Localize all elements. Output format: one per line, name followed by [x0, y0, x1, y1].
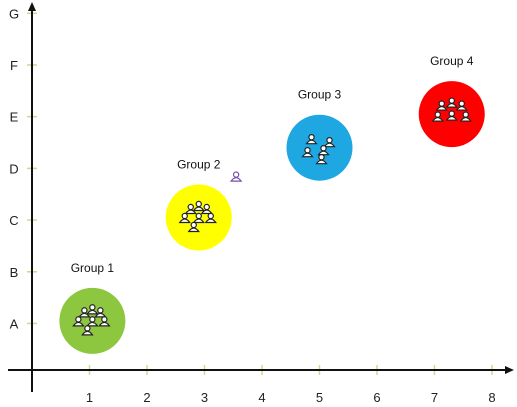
group-markers: Group 1 Group 2 Group 3 Group 4: [59, 54, 485, 354]
group-marker: Group 2: [165, 157, 232, 251]
single-person-marker: [229, 171, 243, 182]
group-marker: Group 4: [418, 54, 485, 148]
person-icon: [455, 100, 468, 111]
person-icon: [459, 111, 472, 122]
y-tick-label: C: [9, 213, 18, 228]
person-icon: [301, 146, 314, 158]
x-tick-label: 2: [143, 390, 150, 405]
person-icon: [192, 212, 205, 224]
y-tick-label: F: [10, 58, 18, 73]
person-icon: [81, 325, 94, 336]
person-icon: [445, 97, 458, 108]
group-label: Group 4: [430, 54, 474, 68]
group-label: Group 3: [298, 88, 342, 102]
group-marker: Group 1: [59, 261, 126, 354]
person-icon: [178, 212, 191, 224]
y-axis-arrowhead: [28, 2, 36, 11]
person-icon: [435, 100, 448, 111]
y-tick-label: D: [9, 161, 18, 176]
person-icon: [204, 212, 217, 224]
group-marker: Group 3: [286, 88, 353, 181]
x-tick-label: 5: [316, 390, 323, 405]
x-tick-labels: 1 2 3 4 5 6 7 8: [86, 390, 496, 405]
x-axis-arrowhead: [505, 366, 514, 374]
person-icon: [86, 316, 99, 327]
person-icon: [72, 316, 85, 327]
y-tick-labels: A B C D E F G: [9, 6, 19, 331]
person-icon: [445, 110, 458, 121]
group-label: Group 2: [177, 157, 221, 171]
person-icon: [78, 307, 91, 318]
person-icon: [86, 304, 99, 315]
person-icon: [305, 133, 318, 145]
x-tick-label: 4: [258, 390, 265, 405]
person-icon: [187, 221, 200, 233]
y-tick-label: A: [10, 316, 19, 331]
person-icon: [323, 136, 336, 148]
person-icon: [317, 144, 330, 156]
x-tick-label: 1: [86, 390, 93, 405]
person-icon: [192, 200, 205, 212]
x-tick-label: 8: [488, 390, 495, 405]
x-tick-label: 6: [373, 390, 380, 405]
group-label: Group 1: [71, 261, 115, 275]
person-icon: [229, 171, 243, 182]
y-tick-label: B: [10, 265, 19, 280]
x-tick-label: 3: [201, 390, 208, 405]
group-circle: [286, 114, 353, 181]
x-tick-label: 7: [431, 390, 438, 405]
person-icon: [98, 316, 111, 327]
person-icon: [315, 153, 328, 165]
person-icon: [431, 111, 444, 122]
person-icon: [184, 203, 197, 215]
y-tick-label: E: [10, 110, 19, 125]
y-tick-label: G: [9, 6, 19, 21]
